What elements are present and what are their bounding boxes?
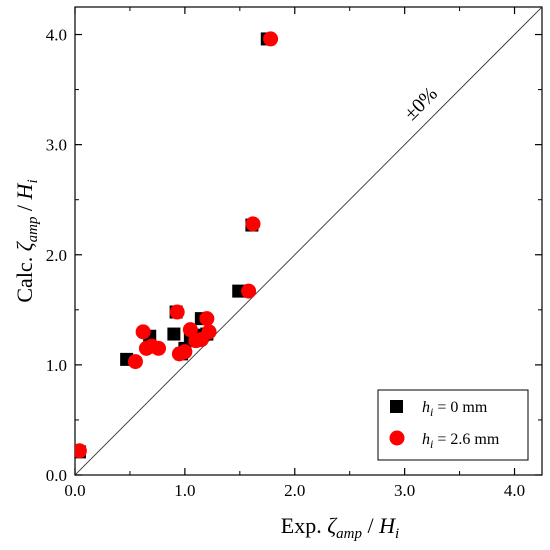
legend-label-0mm: hi = 0 mm <box>422 399 488 419</box>
y-label-variable: H <box>12 182 37 200</box>
x-tick-label: 0.0 <box>64 481 85 500</box>
reference-line <box>75 7 542 475</box>
y-axis-label: Calc. ζamp / Hi <box>12 179 41 302</box>
y-label-symbol: ζ <box>12 240 37 251</box>
x-label-symbol-subscript: amp <box>336 526 362 542</box>
data-point-circle <box>135 324 151 340</box>
x-label-symbol: ζ <box>327 513 338 538</box>
y-tick-label: 1.0 <box>46 356 67 375</box>
x-tick-label: 2.0 <box>284 481 305 500</box>
legend-label-2-6mm: hi = 2.6 mm <box>422 431 500 451</box>
data-point-circle <box>201 324 217 340</box>
data-point-circle <box>75 443 87 459</box>
y-label-symbol-subscript: amp <box>25 216 41 242</box>
y-label-variable-subscript: i <box>25 179 41 183</box>
data-point-circle <box>199 311 215 327</box>
legend: hi = 0 mm hi = 2.6 mm <box>377 389 529 461</box>
y-tick-label: 2.0 <box>46 246 67 265</box>
x-label-variable-subscript: i <box>395 526 399 542</box>
legend-marker-circle <box>389 430 405 446</box>
legend-marker-square <box>390 400 403 413</box>
data-point-circle <box>151 340 167 356</box>
y-tick-label: 0.0 <box>46 466 67 485</box>
x-axis-label: Exp. ζamp / Hi <box>281 513 399 542</box>
data-point-circle <box>263 31 279 47</box>
y-tick-label: 4.0 <box>46 26 67 45</box>
data-point-square <box>167 327 181 341</box>
x-label-variable: H <box>378 513 396 538</box>
x-tick-label: 1.0 <box>174 481 195 500</box>
data-point-circle <box>169 304 185 320</box>
data-point-circle <box>241 283 257 299</box>
y-tick-label: 3.0 <box>46 136 67 155</box>
legend-0mm-value: = 0 mm <box>433 399 487 416</box>
y-label-divider: / <box>12 199 37 216</box>
legend-2-6mm-value: = 2.6 mm <box>433 431 499 448</box>
data-point-circle <box>245 216 261 232</box>
data-point-circle <box>177 344 193 360</box>
legend-0mm-subscript: i <box>430 405 433 419</box>
legend-0mm-variable: h <box>422 399 430 416</box>
data-point-circle <box>127 354 143 370</box>
legend-2-6mm-subscript: i <box>430 437 433 451</box>
legend-2-6mm-variable: h <box>422 431 430 448</box>
x-tick-label: 3.0 <box>394 481 415 500</box>
x-label-prefix: Exp. <box>281 513 327 538</box>
x-tick-label: 4.0 <box>504 481 525 500</box>
x-label-divider: / <box>362 513 379 538</box>
y-label-prefix: Calc. <box>12 251 37 302</box>
